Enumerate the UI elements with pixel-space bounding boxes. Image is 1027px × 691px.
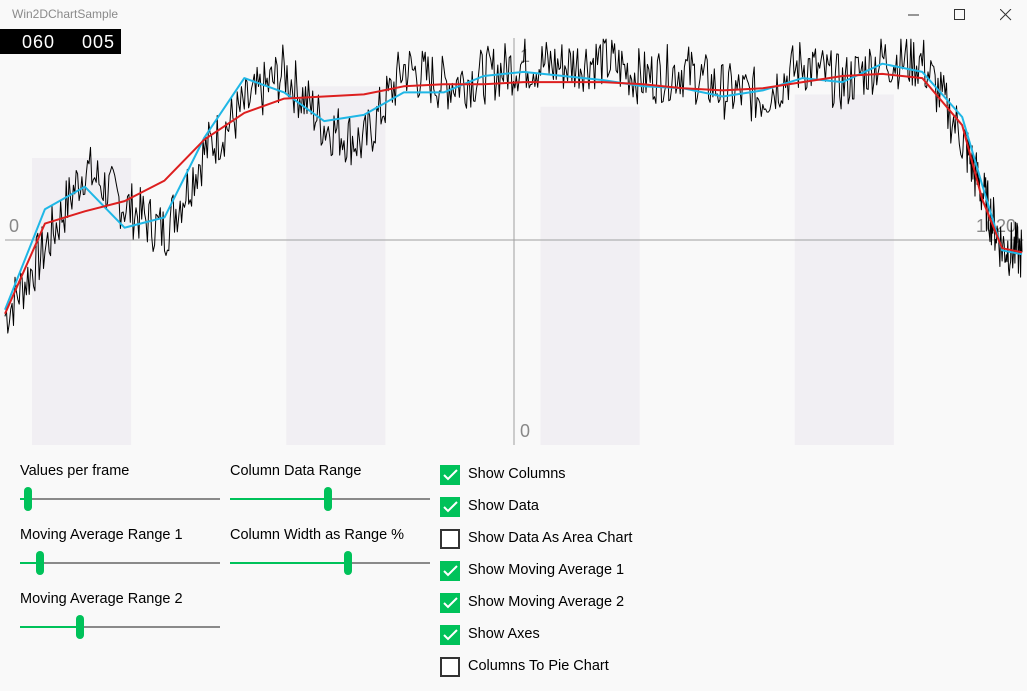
checkbox-box[interactable] [440,561,460,581]
column-bar [794,94,894,445]
slider-track [20,498,220,500]
slider-fill [20,626,80,628]
frame-value: 005 [82,32,116,52]
checkbox-label: Show Moving Average 1 [468,562,625,578]
columns-layer [32,86,894,445]
app-title: Win2DChartSample [12,7,119,21]
checkbox-label: Columns To Pie Chart [468,658,609,674]
column-width-range-slider[interactable] [230,551,430,575]
close-button[interactable] [983,0,1027,30]
column-width-range-label: Column Width as Range % [230,527,405,543]
checkmark-icon [443,501,458,513]
moving-average-range-1-slider[interactable] [20,551,220,575]
checkbox-label: Show Moving Average 2 [468,594,625,610]
title-bar: Win2DChartSample [0,0,1027,30]
maximize-button[interactable] [937,0,983,30]
series-layer [4,38,1023,334]
slider-thumb[interactable] [24,487,32,511]
moving-average-range-2-slider[interactable] [20,615,220,639]
checkbox-box[interactable] [440,625,460,645]
fps-counter: 060 005 [0,29,121,54]
maximize-icon [954,9,965,20]
checkbox-box[interactable] [440,529,460,549]
slider-fill [230,562,348,564]
column-data-range-label: Column Data Range [230,463,362,479]
checkbox-label: Show Columns [468,466,566,482]
chart-canvas: 0 1020 1 0 [4,38,1024,445]
column-data-range-slider[interactable] [230,487,430,511]
values-per-frame-slider[interactable] [20,487,220,511]
checkmark-icon [443,469,458,481]
slider-track [20,562,220,564]
slider-fill [230,498,328,500]
moving-average-range-2-label: Moving Average Range 2 [20,591,183,607]
checkbox-label: Show Axes [468,626,540,642]
slider-thumb[interactable] [324,487,332,511]
fps-value: 060 [22,32,56,52]
checkbox-box[interactable] [440,465,460,485]
slider-thumb[interactable] [36,551,44,575]
checkmark-icon [443,565,458,577]
data-series-line [4,38,1023,334]
values-per-frame-label: Values per frame [20,463,130,479]
column-bar [32,158,132,445]
checkbox-box[interactable] [440,497,460,517]
slider-fill [20,562,40,564]
slider-track [20,626,220,628]
column-bar [540,106,640,445]
moving-average-2-series-line [4,72,1023,315]
slider-thumb[interactable] [344,551,352,575]
y-axis-bottom-label: 0 [520,421,530,441]
checkbox-label: Show Data [468,498,539,514]
checkmark-icon [443,629,458,641]
checkbox-box[interactable] [440,657,460,677]
x-axis-min-label: 0 [9,216,19,236]
minimize-icon [908,14,919,16]
moving-average-range-1-label: Moving Average Range 1 [20,527,183,543]
slider-thumb[interactable] [76,615,84,639]
moving-average-1-series-line [4,62,1023,311]
column-bar [286,86,386,445]
minimize-button[interactable] [891,0,937,30]
checkbox-label: Show Data As Area Chart [468,530,633,546]
checkmark-icon [443,597,458,609]
close-icon [1000,9,1012,21]
checkbox-box[interactable] [440,593,460,613]
